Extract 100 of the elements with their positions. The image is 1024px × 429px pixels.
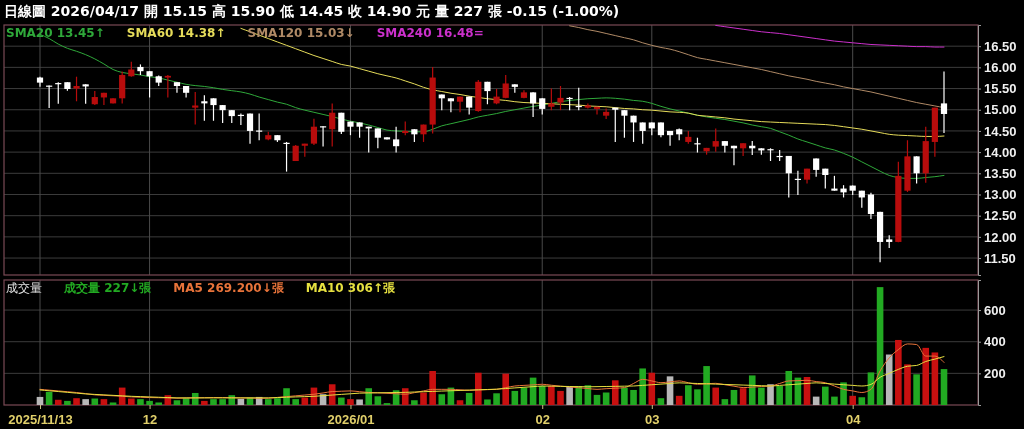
bar xyxy=(566,386,573,405)
bar xyxy=(210,399,217,405)
candlestick xyxy=(456,96,464,113)
candlestick xyxy=(393,126,400,154)
bar xyxy=(73,398,80,405)
y-tick-label: 13.00 xyxy=(984,187,1017,203)
bar xyxy=(264,399,272,405)
line-series xyxy=(715,25,945,48)
bar xyxy=(91,398,99,405)
line-series xyxy=(39,356,945,399)
candlestick xyxy=(310,118,318,146)
candlestick xyxy=(785,155,792,199)
bar xyxy=(849,395,856,405)
candlestick xyxy=(740,142,747,157)
y-tick-label: 15.00 xyxy=(984,102,1017,118)
bar xyxy=(274,398,281,405)
candlestick xyxy=(639,121,646,145)
bar xyxy=(767,384,774,405)
y-tick-label: 400 xyxy=(984,334,1006,350)
bar xyxy=(64,400,71,405)
bar xyxy=(538,386,546,405)
text: SMA120 15.03↓ xyxy=(247,26,355,40)
candlestick xyxy=(548,87,555,111)
bar xyxy=(438,394,446,405)
candlestick xyxy=(584,102,591,110)
bar xyxy=(411,400,418,405)
candlestick xyxy=(603,107,610,120)
candlestick xyxy=(374,127,381,149)
candlestick xyxy=(447,97,455,113)
bar xyxy=(657,398,665,405)
bar xyxy=(36,396,44,405)
bar xyxy=(721,399,729,405)
y-tick-label: 600 xyxy=(984,302,1006,318)
bar xyxy=(758,387,765,405)
candlestick xyxy=(621,109,628,139)
candlestick xyxy=(712,127,719,153)
bar xyxy=(155,402,163,405)
y-tick-label: 16.50 xyxy=(984,38,1017,54)
bar xyxy=(109,402,117,405)
candlestick xyxy=(192,91,199,126)
bar xyxy=(420,392,427,405)
bar xyxy=(493,393,500,405)
bar xyxy=(593,394,601,405)
text: MA10 306↑張 xyxy=(305,281,396,295)
bar xyxy=(201,400,208,405)
candlestick xyxy=(867,192,875,220)
bar xyxy=(685,385,692,405)
candlestick xyxy=(119,71,126,104)
bar xyxy=(173,400,181,405)
text: MA5 269.200↓張 xyxy=(173,281,285,295)
chart-title: 成交量 xyxy=(6,281,42,295)
bar xyxy=(54,399,62,405)
x-tick-label: 03 xyxy=(645,411,660,427)
bar xyxy=(219,399,226,405)
bar xyxy=(338,397,345,405)
bar xyxy=(703,366,710,405)
bar xyxy=(785,370,793,405)
line-series xyxy=(240,27,945,137)
candlestick xyxy=(73,76,80,102)
x-tick-label: 2026/01 xyxy=(327,411,375,427)
bar xyxy=(611,380,619,405)
bar xyxy=(465,392,473,405)
candlestick xyxy=(529,91,537,118)
candlestick xyxy=(913,155,920,185)
bar xyxy=(356,399,363,405)
y-tick-label: 12.00 xyxy=(984,229,1017,245)
y-tick-label: 16.00 xyxy=(984,60,1017,76)
bar xyxy=(100,399,108,405)
bar xyxy=(484,399,491,405)
bar xyxy=(821,386,829,405)
bar xyxy=(639,368,646,405)
bar xyxy=(45,391,53,405)
candlestick xyxy=(173,81,181,94)
candlestick xyxy=(82,83,89,105)
x-tick-label: 2025/11/13 xyxy=(8,411,73,427)
bar xyxy=(739,388,747,405)
candlestick xyxy=(329,102,336,148)
candlestick xyxy=(593,106,601,116)
bar xyxy=(456,400,464,405)
chart-title: 日線圖 2026/04/17 開 15.15 高 15.90 低 14.45 收 14.90 元 量 227 張 -0.15 (-1.00%) xyxy=(4,3,620,19)
bar xyxy=(502,373,509,405)
bar xyxy=(940,369,948,405)
candlestick xyxy=(940,71,948,134)
bar xyxy=(922,347,930,405)
candlestick xyxy=(246,112,254,145)
bar xyxy=(557,390,564,405)
bar xyxy=(347,399,354,405)
candlestick xyxy=(813,157,820,178)
bar xyxy=(858,397,866,405)
y-tick-label: 11.50 xyxy=(984,250,1016,266)
y-tick-label: 15.50 xyxy=(984,81,1017,97)
bar xyxy=(630,389,637,405)
bar xyxy=(137,399,144,405)
candlestick xyxy=(557,85,564,111)
y-tick-label: 200 xyxy=(984,366,1006,382)
bar xyxy=(730,389,738,405)
bar xyxy=(511,390,519,405)
x-tick-label: 02 xyxy=(535,411,550,427)
y-tick-label: 12.50 xyxy=(984,208,1017,224)
candlestick xyxy=(210,97,217,122)
